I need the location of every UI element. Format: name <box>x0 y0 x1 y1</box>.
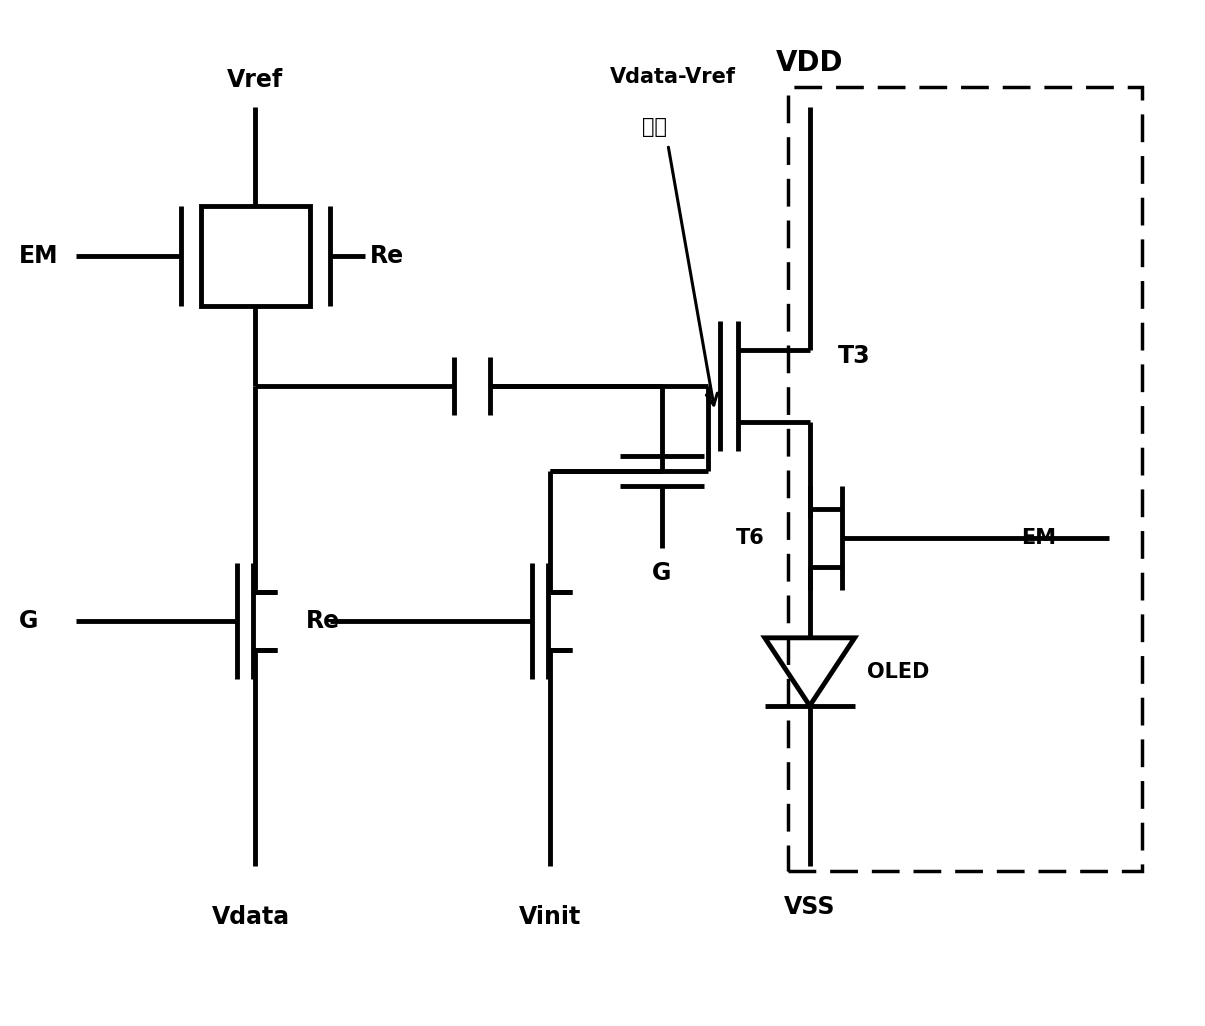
Text: EM: EM <box>1022 528 1057 548</box>
Text: Re: Re <box>370 244 405 269</box>
Bar <box>788 86 1142 870</box>
Text: Vinit: Vinit <box>519 906 581 930</box>
Text: G: G <box>652 561 671 585</box>
Text: VDD: VDD <box>776 48 843 77</box>
Text: VSS: VSS <box>784 896 835 919</box>
Bar <box>200 206 311 307</box>
Text: T3: T3 <box>837 344 870 368</box>
Text: Vdata-Vref: Vdata-Vref <box>610 67 736 86</box>
Text: OLED: OLED <box>866 662 929 682</box>
Text: G: G <box>19 608 39 633</box>
Text: 控制: 控制 <box>642 117 666 136</box>
Text: Vref: Vref <box>228 68 283 91</box>
Text: Vdata: Vdata <box>211 906 289 930</box>
Text: EM: EM <box>19 244 58 269</box>
Text: Re: Re <box>305 608 340 633</box>
Text: T6: T6 <box>736 528 765 548</box>
